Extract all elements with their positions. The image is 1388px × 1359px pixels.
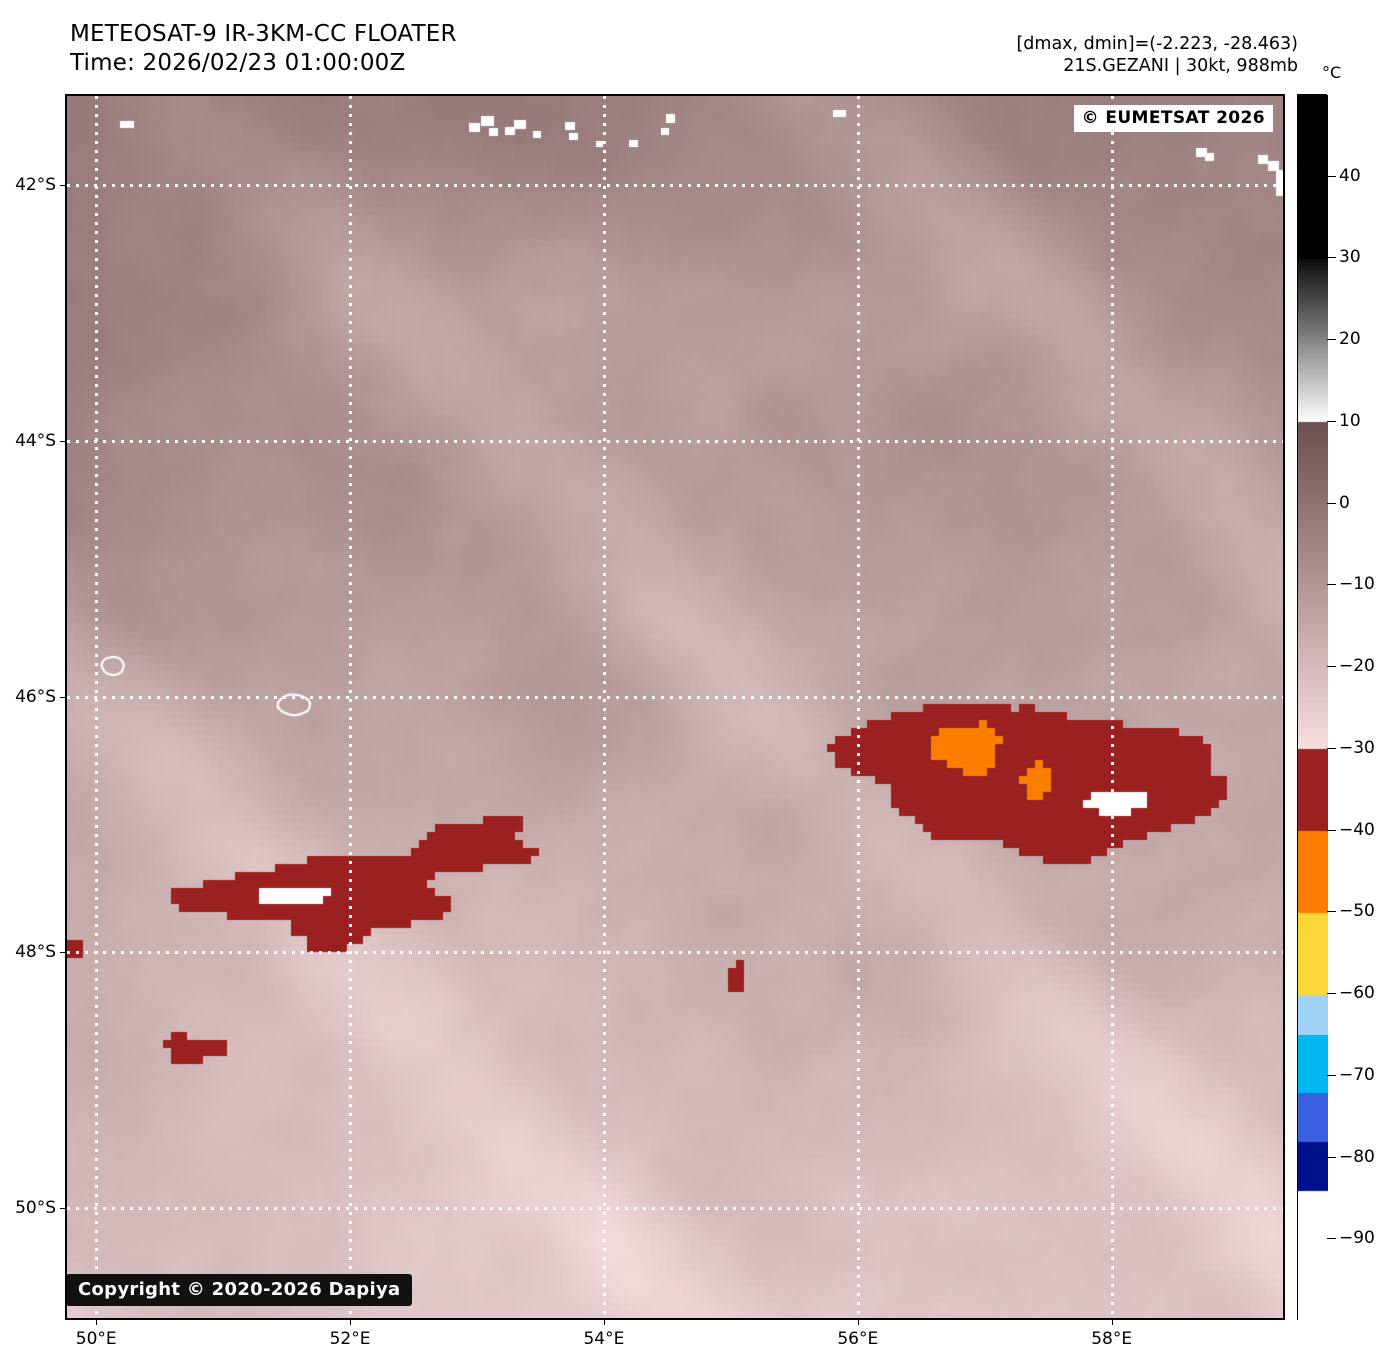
colorbar-tick-mark-0 <box>1327 175 1336 177</box>
gridline-vertical-2 <box>602 96 606 1318</box>
x-tick-mark-1 <box>350 1320 352 1325</box>
colorbar-tick-mark-1 <box>1327 257 1336 259</box>
x-tick-label-2: 54°E <box>583 1329 625 1349</box>
x-tick-mark-3 <box>857 1320 859 1325</box>
colorbar-tick-mark-11 <box>1327 1074 1336 1076</box>
satellite-image-canvas <box>67 96 1283 1318</box>
colorbar-tick-label-7: −30 <box>1339 737 1375 758</box>
colorbar-tick-label-10: −60 <box>1339 983 1375 1004</box>
y-tick-mark-4 <box>60 1208 65 1210</box>
gridline-vertical-1 <box>349 96 353 1318</box>
colorbar-tick-label-12: −80 <box>1339 1146 1375 1167</box>
colorbar-tick-mark-9 <box>1327 911 1336 913</box>
colorbar-tick-mark-3 <box>1327 420 1336 422</box>
colorbar-tick-mark-2 <box>1327 339 1336 341</box>
colorbar-tick-label-5: −10 <box>1339 574 1375 595</box>
colorbar[interactable] <box>1297 94 1328 1321</box>
colorbar-tick-mark-5 <box>1327 584 1336 586</box>
y-tick-label-1: 44°S <box>15 431 56 452</box>
gridline-horizontal-4 <box>67 1207 1283 1211</box>
timestamp-label: Time: 2026/02/23 01:00:00Z <box>70 50 406 76</box>
colorbar-tick-label-9: −50 <box>1339 901 1375 922</box>
colorbar-gradient <box>1298 95 1328 1321</box>
gridline-horizontal-2 <box>67 695 1283 699</box>
satellite-image-plot[interactable]: © EUMETSAT 2026 Copyright © 2020-2026 Da… <box>65 94 1285 1320</box>
gridline-vertical-3 <box>856 96 860 1318</box>
gridline-horizontal-3 <box>67 951 1283 955</box>
eumetsat-watermark: © EUMETSAT 2026 <box>1073 105 1273 132</box>
x-tick-mark-2 <box>603 1320 605 1325</box>
colorbar-tick-mark-10 <box>1327 993 1336 995</box>
colorbar-tick-mark-12 <box>1327 1156 1336 1158</box>
colorbar-tick-mark-7 <box>1327 747 1336 749</box>
colorbar-tick-label-4: 0 <box>1339 492 1350 513</box>
y-tick-mark-0 <box>60 185 65 187</box>
colorbar-tick-label-0: 40 <box>1339 165 1361 186</box>
colorbar-tick-mark-4 <box>1327 502 1336 504</box>
gridline-horizontal-0 <box>67 184 1283 188</box>
colorbar-tick-label-6: −20 <box>1339 656 1375 677</box>
metadata-block: [dmax, dmin]=(-2.223, -28.463) 21S.GEZAN… <box>1016 33 1298 78</box>
gridline-vertical-0 <box>95 96 99 1318</box>
colorbar-unit-label: °C <box>1322 63 1342 82</box>
y-tick-label-0: 42°S <box>15 175 56 196</box>
gridline-horizontal-1 <box>67 440 1283 444</box>
colorbar-tick-label-11: −70 <box>1339 1064 1375 1085</box>
x-tick-label-4: 58°E <box>1091 1329 1133 1349</box>
colorbar-tick-label-8: −40 <box>1339 819 1375 840</box>
x-tick-mark-4 <box>1111 1320 1113 1325</box>
y-tick-mark-3 <box>60 952 65 954</box>
colorbar-tick-label-13: −90 <box>1339 1228 1375 1249</box>
y-tick-mark-1 <box>60 441 65 443</box>
y-tick-label-3: 48°S <box>15 942 56 963</box>
colorbar-tick-label-3: 10 <box>1339 410 1361 431</box>
colorbar-tick-mark-8 <box>1327 829 1336 831</box>
title-block: METEOSAT-9 IR-3KM-CC FLOATER Time: 2026/… <box>70 20 457 78</box>
y-tick-mark-2 <box>60 696 65 698</box>
colorbar-tick-label-1: 30 <box>1339 247 1361 268</box>
x-tick-label-0: 50°E <box>75 1329 117 1349</box>
copyright-watermark: Copyright © 2020-2026 Dapiya <box>67 1274 413 1306</box>
colorbar-tick-label-2: 20 <box>1339 329 1361 350</box>
x-tick-label-1: 52°E <box>329 1329 371 1349</box>
x-tick-mark-0 <box>96 1320 98 1325</box>
y-tick-label-4: 50°S <box>15 1198 56 1219</box>
x-tick-label-3: 56°E <box>837 1329 879 1349</box>
y-tick-label-2: 46°S <box>15 686 56 707</box>
page-title: METEOSAT-9 IR-3KM-CC FLOATER <box>70 21 457 47</box>
dminmax-label: [dmax, dmin]=(-2.223, -28.463) <box>1016 34 1298 54</box>
gridline-vertical-4 <box>1110 96 1114 1318</box>
colorbar-tick-mark-13 <box>1327 1238 1336 1240</box>
storm-info-label: 21S.GEZANI | 30kt, 988mb <box>1063 56 1298 76</box>
colorbar-tick-mark-6 <box>1327 666 1336 668</box>
